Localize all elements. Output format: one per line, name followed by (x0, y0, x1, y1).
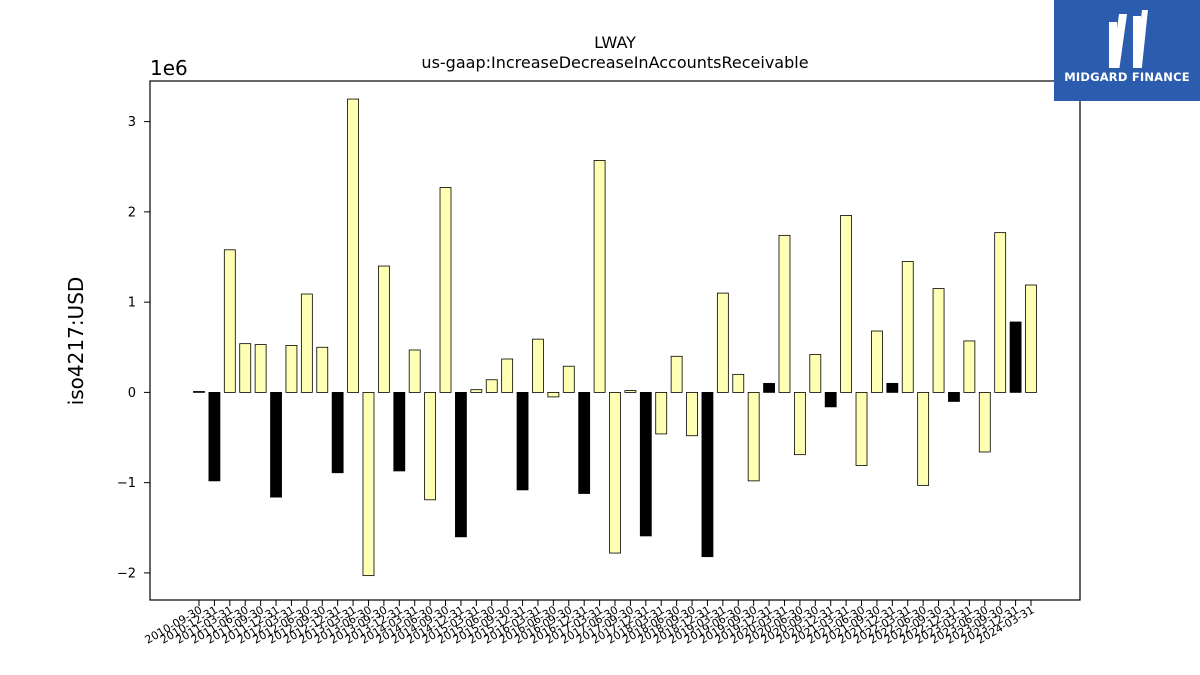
y-axis-ticks: −2 −1 0 1 2 3 (117, 115, 150, 581)
bar-2015-12-31 (516, 391, 529, 491)
bar-2021-06-30 (855, 391, 868, 466)
bar-2014-12-31 (455, 391, 467, 538)
brand-logo: MIDGARD FINANCE (1054, 0, 1200, 101)
y-tick-label: 0 (128, 386, 136, 401)
y-tick-label: −1 (117, 476, 136, 491)
bar-2018-09-30 (686, 391, 698, 437)
bar-2022-12-31 (948, 391, 960, 402)
bar-2019-03-31 (716, 292, 729, 393)
chart-subtitle: us-gaap:IncreaseDecreaseInAccountsReceiv… (421, 53, 808, 72)
bar-2016-09-30 (562, 365, 575, 393)
bar-2019-12-31 (763, 382, 775, 393)
bar-2012-09-30 (316, 346, 329, 393)
chart-title: LWAY (594, 33, 636, 52)
y-tick-label: 1 (128, 296, 136, 311)
bar-2015-06-30 (485, 379, 498, 393)
bar-2019-06-30 (732, 373, 745, 393)
bar-2020-09-30 (809, 354, 822, 393)
bar-2021-09-30 (871, 330, 883, 393)
bar-2011-09-30 (254, 344, 267, 393)
bar-2018-12-31 (701, 391, 714, 558)
bar-2011-06-30 (239, 343, 252, 393)
bar-2015-09-30 (501, 358, 514, 393)
bar-2016-12-31 (578, 391, 591, 494)
bar-2020-12-31 (824, 391, 837, 408)
bar-2020-03-31 (778, 234, 791, 393)
bar-2017-06-30 (609, 391, 621, 554)
y-tick-label: 3 (128, 115, 136, 130)
bar-2016-03-31 (532, 338, 544, 393)
logo-text: MIDGARD FINANCE (1064, 70, 1190, 84)
bar-2012-03-31 (285, 345, 298, 393)
y-tick-label: 2 (128, 205, 136, 220)
bar-2018-03-31 (655, 391, 668, 435)
bar-2022-09-30 (932, 288, 945, 393)
y-scale-label: 1e6 (150, 56, 188, 80)
bar-2017-12-31 (639, 391, 652, 537)
bar-2017-03-31 (593, 160, 606, 393)
bar-2019-09-30 (747, 391, 760, 482)
plot-frame (149, 80, 1081, 601)
bar-2013-06-30 (362, 391, 375, 577)
bar-2022-06-30 (917, 391, 930, 486)
bar-2015-03-31 (470, 389, 483, 393)
bar-2021-03-31 (840, 215, 853, 393)
bar-2017-09-30 (624, 390, 637, 393)
bars-group (193, 98, 1037, 577)
bar-2021-12-31 (886, 382, 899, 393)
bar-2013-09-30 (377, 265, 390, 393)
x-axis-ticks: 2010-09-302010-12-312011-03-312011-06-30… (143, 600, 1037, 647)
bar-2014-06-30 (424, 391, 437, 501)
bar-2012-06-30 (300, 293, 313, 393)
y-axis-label: iso4217:USD (64, 277, 88, 406)
bar-2010-12-31 (208, 391, 221, 482)
bar-2023-03-31 (963, 340, 976, 393)
midgard-logo-icon (1109, 10, 1148, 68)
bar-2011-03-31 (223, 249, 236, 393)
bar-2023-06-30 (978, 391, 991, 453)
bar-2020-06-30 (793, 391, 806, 456)
bar-2010-09-30 (193, 391, 205, 393)
bar-2016-06-30 (547, 391, 560, 398)
bar-2024-03-31 (1025, 284, 1037, 393)
bar-2013-03-31 (347, 98, 359, 393)
bar-2023-12-31 (1009, 321, 1022, 393)
bar-2012-12-31 (331, 391, 344, 474)
bar-2018-06-30 (670, 355, 683, 393)
bar-2023-09-30 (994, 232, 1007, 393)
bar-2014-03-31 (408, 349, 421, 393)
bar-2013-12-31 (393, 391, 406, 472)
bar-2022-03-31 (901, 261, 914, 393)
bar-2011-12-31 (270, 391, 282, 498)
y-tick-label: −2 (117, 566, 136, 581)
bar-2014-09-30 (439, 187, 452, 393)
